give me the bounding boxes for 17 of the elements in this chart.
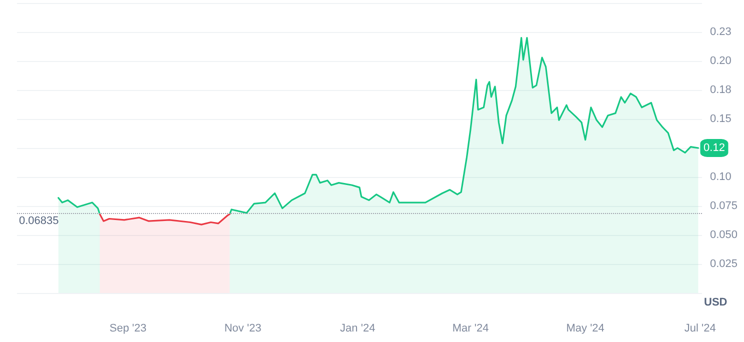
y-tick-label: 0.075	[710, 200, 738, 212]
x-tick-label: Jan '24	[340, 322, 376, 334]
ref-line-label: 0.06835	[19, 215, 59, 228]
x-tick-label: May '24	[566, 322, 604, 334]
x-tick-label: Sep '23	[110, 322, 147, 334]
y-tick-label: 0.050	[710, 229, 738, 241]
x-tick-label: Mar '24	[452, 322, 489, 334]
y-tick-label: 0.18	[710, 84, 732, 96]
y-tick-label: 0.23	[710, 26, 732, 38]
y-axis-title: USD	[704, 296, 728, 308]
y-tick-label: 0.025	[710, 258, 738, 270]
x-tick-label: Nov '23	[224, 322, 262, 334]
annotation: 0.12	[704, 142, 725, 154]
y-tick-label: 0.10	[710, 171, 732, 183]
x-tick-label: Jul '24	[684, 322, 716, 334]
y-tick-label: 0.20	[710, 55, 732, 67]
y-tick-label: 0.15	[710, 113, 732, 125]
